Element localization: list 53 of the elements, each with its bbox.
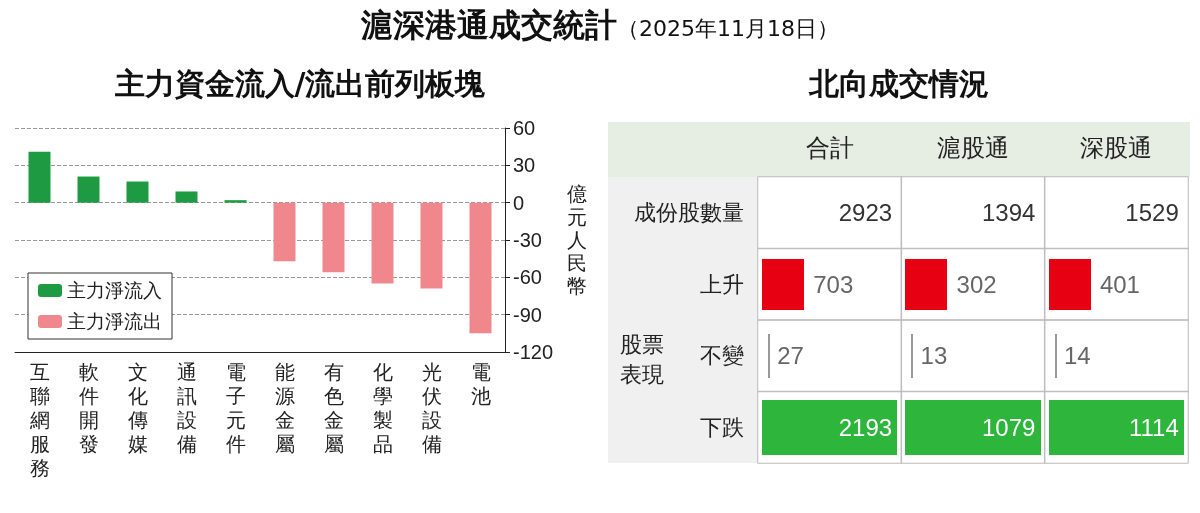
bar xyxy=(469,202,492,334)
text: 股票表現 xyxy=(620,332,664,388)
x-tick-label: 滬股通 xyxy=(937,133,1009,161)
y-tick-label: 上升 xyxy=(700,271,744,297)
bar xyxy=(28,151,51,203)
data-label: 2193 xyxy=(838,413,893,441)
data-label: 27 xyxy=(777,342,804,370)
legend-label: 主力淨流入 xyxy=(67,280,162,301)
y-tick-label: 60 xyxy=(513,117,536,139)
x-tick-label: 電池 xyxy=(470,361,491,407)
bar xyxy=(175,191,198,203)
text: （2025年11月18日） xyxy=(617,16,839,41)
x-tick-label: 互聯網服務 xyxy=(28,361,50,479)
y-tick-label: -60 xyxy=(513,266,542,289)
x-tick-label: 能源金屬 xyxy=(274,361,295,455)
data-label: 401 xyxy=(1099,270,1140,298)
y-axis-title: 億元人民幣 xyxy=(567,183,587,297)
chart-title: 北向成交情況 xyxy=(808,65,989,101)
data-label: 703 xyxy=(813,270,854,298)
y-tick-label: -120 xyxy=(513,341,554,363)
x-tick-label: 文化傳媒 xyxy=(126,361,148,455)
legend-label: 主力淨流出 xyxy=(67,311,162,332)
x-tick-label: 化學製品 xyxy=(372,361,393,455)
y-tick-label: -90 xyxy=(513,303,542,326)
bar xyxy=(273,202,296,262)
bar xyxy=(77,176,100,203)
chart-title: 主力資金流入/流出前列板塊 xyxy=(113,65,487,101)
bar xyxy=(420,202,443,289)
bar xyxy=(224,200,247,203)
bar xyxy=(371,202,394,284)
y-tick-label: 成份股數量 xyxy=(634,200,744,226)
x-tick-label: 有色金屬 xyxy=(323,361,344,455)
y-tick-label: 下跌 xyxy=(700,414,744,440)
bar xyxy=(126,181,149,203)
y-tick-label: -30 xyxy=(513,229,542,251)
x-tick-label: 光伏設備 xyxy=(421,361,442,455)
data-label: 1529 xyxy=(1125,199,1179,227)
data-label: 1394 xyxy=(982,199,1036,227)
x-tick-label: 電子元件 xyxy=(225,361,246,455)
x-tick-label: 深股通 xyxy=(1080,133,1153,161)
x-tick-label: 軟件開發 xyxy=(78,361,99,455)
data-label: 14 xyxy=(1063,342,1091,370)
y-tick-label: 不變 xyxy=(700,343,744,369)
x-tick-label: 通訊設備 xyxy=(176,361,197,455)
data-label: 302 xyxy=(956,270,997,298)
x-tick-label: 合計 xyxy=(805,133,854,161)
bar xyxy=(322,202,345,273)
data-label: 2923 xyxy=(838,199,893,227)
y-tick-label: 30 xyxy=(513,154,536,177)
data-label: 1079 xyxy=(982,413,1036,441)
data-label: 13 xyxy=(920,342,948,370)
data-label: 1114 xyxy=(1128,413,1179,441)
y-tick-label: 0 xyxy=(513,191,525,214)
